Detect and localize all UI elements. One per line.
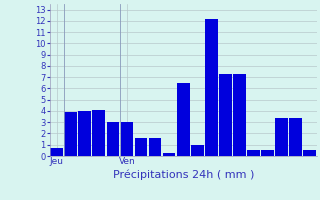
Bar	[289, 118, 302, 156]
Bar	[303, 150, 316, 156]
X-axis label: Précipitations 24h ( mm ): Précipitations 24h ( mm )	[113, 169, 254, 180]
Bar	[247, 150, 260, 156]
Bar	[50, 148, 63, 156]
Bar	[191, 145, 204, 156]
Bar	[177, 83, 189, 156]
Bar	[78, 111, 91, 156]
Bar	[135, 138, 147, 156]
Bar	[205, 19, 218, 156]
Bar	[163, 153, 175, 156]
Bar	[275, 118, 288, 156]
Bar	[233, 74, 246, 156]
Bar	[149, 138, 161, 156]
Bar	[107, 122, 119, 156]
Bar	[64, 112, 77, 156]
Bar	[219, 74, 232, 156]
Bar	[261, 150, 274, 156]
Bar	[121, 122, 133, 156]
Bar	[92, 110, 105, 156]
